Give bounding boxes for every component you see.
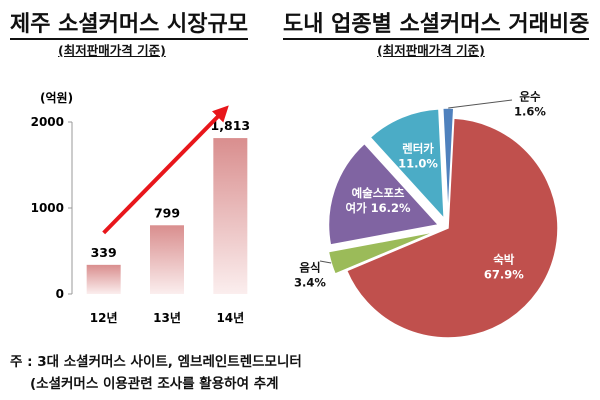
pie-category-label: 숙박 — [493, 253, 515, 267]
pie-category-label: 음식 — [299, 261, 320, 275]
pie-category-label: 렌터카 — [402, 141, 434, 155]
y-tick-label: 0 — [56, 287, 64, 301]
leader-line — [319, 260, 332, 264]
pie-chart-title: 도내 업종별 소셜커머스 거래비중 — [283, 6, 590, 40]
bar — [86, 264, 121, 294]
pie-percent-label: 3.4% — [294, 276, 326, 290]
trend-arrow — [102, 105, 229, 235]
y-tick-label: 2000 — [31, 115, 64, 129]
pie-category-label: 운수 — [519, 90, 541, 104]
bar-chart-title: 제주 소셜커머스 시장규모 — [10, 6, 248, 40]
footnote-line-1: 주 : 3대 소셜커머스 사이트, 엠브레인트렌드모니터 — [10, 354, 302, 370]
pie-slice — [369, 108, 446, 221]
footnote-line-2: (소셜커머스 이용관련 조사를 활용하여 추계 — [30, 376, 279, 392]
x-category-label: 14년 — [216, 311, 244, 325]
pie-slice — [441, 107, 455, 219]
bar — [150, 225, 184, 294]
pie-chart-subtitle: (최저판매가격 기준) — [377, 43, 485, 58]
pie-percent-label: 11.0% — [398, 156, 438, 170]
bar-value-label: 339 — [91, 245, 117, 260]
bar-chart-subtitle: (최저판매가격 기준) — [58, 43, 166, 58]
pie-category-label: 여가 16.2% — [346, 201, 412, 215]
pie-slice — [327, 142, 440, 246]
x-category-label: 13년 — [153, 311, 181, 325]
leader-line — [448, 99, 513, 109]
pie-category-label: 예술스포츠 — [352, 186, 405, 200]
pie-percent-label: 67.9% — [484, 268, 524, 282]
pie-slice — [345, 117, 559, 339]
pie-percent-label: 1.6% — [514, 105, 546, 119]
x-category-label: 12년 — [90, 311, 118, 325]
bar — [213, 138, 248, 294]
y-axis-unit-label: (억원) — [40, 91, 73, 105]
pie-slice — [327, 230, 437, 276]
bar-value-label: 799 — [154, 205, 180, 220]
y-tick-label: 1000 — [31, 201, 64, 215]
